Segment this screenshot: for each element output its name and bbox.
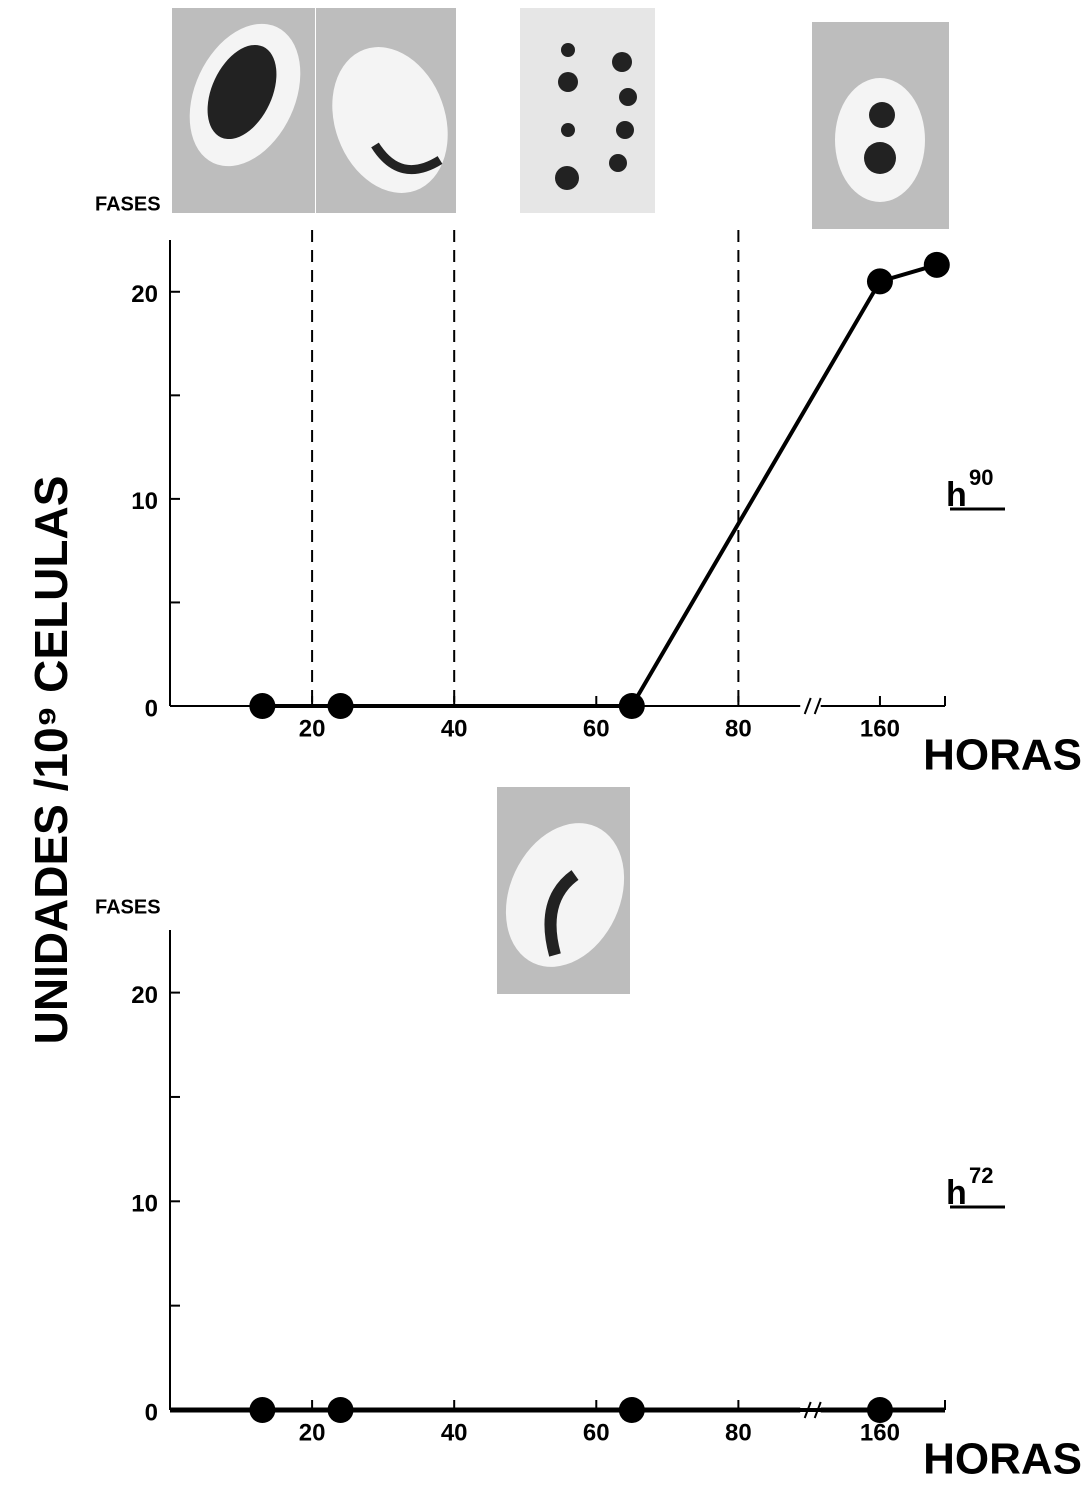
photo-detail: [561, 123, 575, 137]
photo-detail: [869, 102, 895, 128]
x-tick-label: 60: [583, 1419, 610, 1446]
photo-detail: [616, 121, 634, 139]
phase-label: FASES: [95, 193, 161, 215]
x-tick-label: 40: [441, 1419, 468, 1446]
x-tick-label: 40: [441, 715, 468, 742]
series-line: [262, 265, 936, 706]
x-tick-label: 160: [860, 715, 900, 742]
x-tick-label: 60: [583, 715, 610, 742]
phase-label: FASES: [95, 896, 161, 918]
photo-detail: [561, 43, 575, 57]
photo: [520, 8, 655, 213]
y-tick-label: 10: [131, 1191, 158, 1218]
photo-detail: [835, 78, 925, 202]
x-tick-label: 80: [725, 715, 752, 742]
photo-detail: [864, 142, 896, 174]
x-tick-label: 80: [725, 1419, 752, 1446]
data-point: [249, 693, 275, 719]
y-axis-label: UNIDADES /10⁹ CELULAS: [25, 476, 77, 1045]
photo-detail: [558, 72, 578, 92]
annotation-superscript: 90: [969, 465, 993, 490]
data-point: [619, 1397, 645, 1423]
x-tick-label: 20: [299, 715, 326, 742]
data-point: [867, 1397, 893, 1423]
x-tick-label: 160: [860, 1419, 900, 1446]
photo-detail: [555, 166, 579, 190]
x-tick-label: 20: [299, 1419, 326, 1446]
data-point: [249, 1397, 275, 1423]
photo-detail: [609, 154, 627, 172]
y-tick-label: 10: [131, 488, 158, 515]
y-tick-label: 20: [131, 982, 158, 1009]
y-tick-label: 0: [145, 695, 158, 722]
data-point: [328, 693, 354, 719]
x-axis-label: HORAS: [923, 731, 1082, 780]
annotation-superscript: 72: [969, 1163, 993, 1188]
axis-break: [805, 698, 821, 714]
photo-detail: [612, 52, 632, 72]
y-tick-label: 20: [131, 281, 158, 308]
figure: UNIDADES /10⁹ CELULAS 0 10 20 20 40 60 80 160 FA…: [0, 0, 1090, 1493]
data-point: [924, 252, 950, 278]
photo-detail: [619, 88, 637, 106]
data-point: [867, 268, 893, 294]
data-point: [328, 1397, 354, 1423]
micrographs: [168, 6, 949, 994]
y-tick-label: 0: [145, 1399, 158, 1426]
data-point: [619, 693, 645, 719]
x-axis-label: HORAS: [923, 1435, 1082, 1484]
